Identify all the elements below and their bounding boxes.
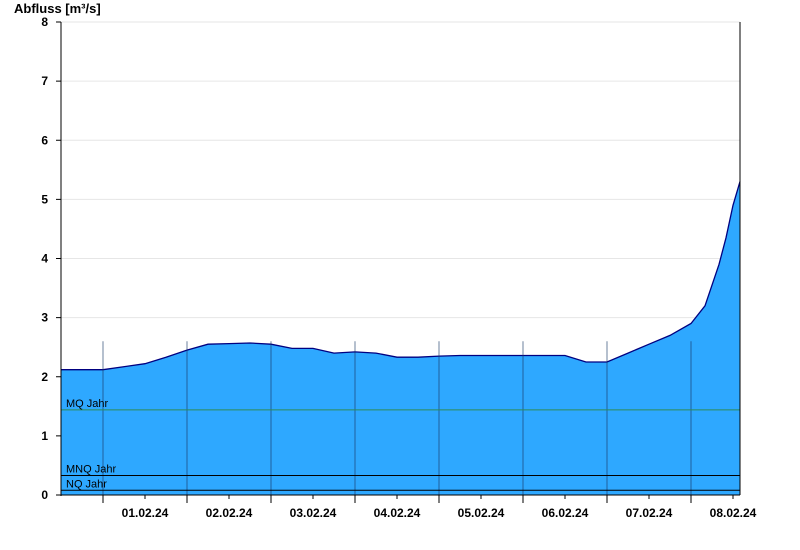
y-tick-label: 5 (41, 192, 48, 206)
reference-lines: MQ Jahr MNQ Jahr NQ Jahr (61, 398, 740, 491)
day-separators (102, 341, 692, 495)
y-tick-label: 7 (41, 74, 48, 88)
y-tick-label: 2 (41, 370, 48, 384)
y-tick-label: 0 (41, 488, 48, 502)
ref-label: MQ Jahr (66, 398, 109, 410)
axes: 0 1 2 3 4 5 6 7 8 01.02.24 02.02.24 03.02.24 04.02.2… (41, 15, 756, 520)
x-tick-label: 07.02.24 (626, 506, 673, 520)
discharge-line (61, 181, 741, 371)
x-tick-label: 02.02.24 (206, 506, 253, 520)
discharge-fill (61, 181, 740, 495)
x-tick-label: 06.02.24 (542, 506, 589, 520)
y-axis-title: Abfluss [m³/s] (14, 1, 101, 16)
y-tick-label: 6 (41, 133, 48, 147)
y-tick-label: 4 (41, 252, 48, 266)
x-tick-label: 03.02.24 (290, 506, 337, 520)
y-tick-label: 1 (41, 429, 48, 443)
y-tick-label: 8 (41, 15, 48, 29)
x-tick-label: 01.02.24 (122, 506, 169, 520)
x-tick-label: 08.02.24 (710, 506, 757, 520)
y-tick-label: 3 (41, 311, 48, 325)
ref-label: NQ Jahr (66, 478, 107, 490)
ref-label: MNQ Jahr (66, 463, 116, 475)
discharge-area (61, 181, 741, 495)
x-tick-label: 05.02.24 (458, 506, 505, 520)
x-tick-label: 04.02.24 (374, 506, 421, 520)
